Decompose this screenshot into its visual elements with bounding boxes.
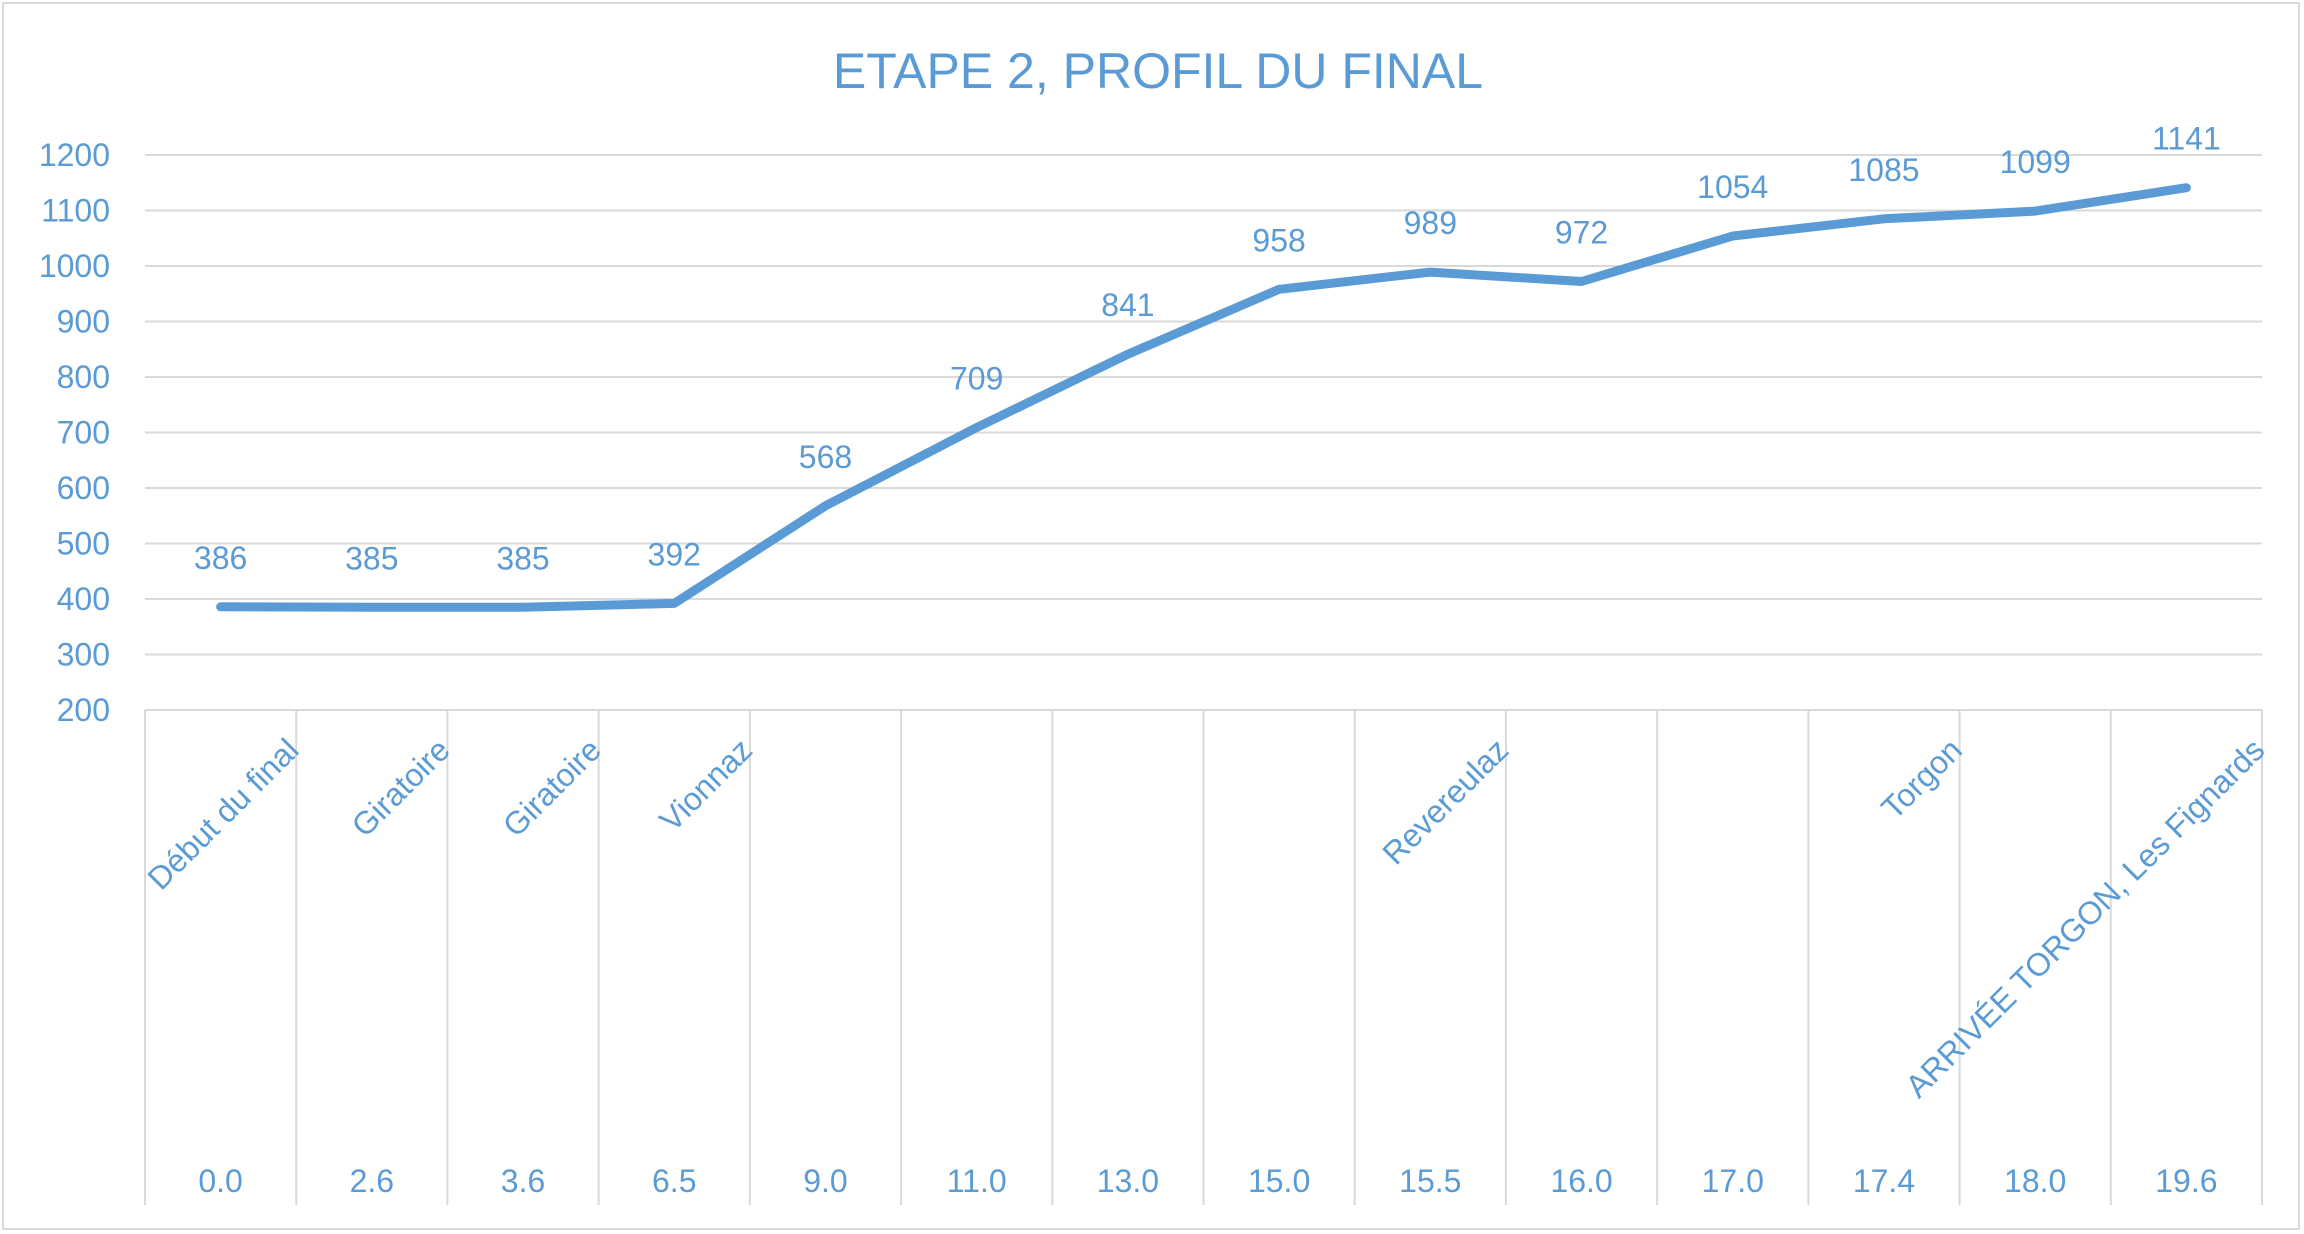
series-line	[216, 183, 2191, 612]
x-axis: Début du final 0.0 Giratoire 2.6 Giratoire 3.…	[140, 731, 2271, 1199]
category-place-label: Début du final	[140, 731, 305, 896]
data-label: 1099	[2000, 144, 2071, 180]
y-tick-label: 200	[57, 692, 110, 728]
grid-lines	[144, 154, 2263, 1205]
category-km-label: 9.0	[803, 1163, 847, 1199]
category-place-label: Giratoire	[496, 731, 608, 843]
y-axis: 200 300 400 500 600 700 800 900 1000 1100 1200	[39, 137, 110, 728]
category-km-label: 16.0	[1550, 1163, 1612, 1199]
data-labels: 386 385 385 392 568 709 841 958 989 972 1054 1085 10…	[194, 121, 2221, 577]
data-label: 385	[496, 540, 549, 576]
y-tick-label: 900	[57, 304, 110, 340]
category-place-label: ARRIVÉE TORGON, Les Fignards	[1898, 731, 2271, 1104]
category-km-label: 2.6	[350, 1163, 394, 1199]
data-label: 972	[1555, 215, 1608, 251]
y-tick-label: 1100	[41, 193, 110, 229]
category-km-label: 17.0	[1702, 1163, 1764, 1199]
y-tick-label: 1200	[39, 137, 110, 173]
data-label: 386	[194, 540, 247, 576]
data-label: 1141	[2152, 121, 2221, 157]
category-place-label: Torgon	[1874, 731, 1969, 826]
category-km-label: 13.0	[1097, 1163, 1159, 1199]
category-km-label: 19.6	[2155, 1163, 2217, 1199]
category-km-label: 15.0	[1248, 1163, 1310, 1199]
data-label: 1085	[1848, 152, 1919, 188]
y-tick-label: 300	[57, 637, 110, 673]
data-label: 392	[648, 536, 701, 572]
category-km-label: 6.5	[652, 1163, 696, 1199]
data-label: 841	[1101, 287, 1154, 323]
category-place-label: Giratoire	[345, 731, 457, 843]
y-tick-label: 800	[57, 359, 110, 395]
y-tick-label: 1000	[39, 248, 110, 284]
y-tick-label: 700	[57, 415, 110, 451]
y-tick-label: 600	[57, 470, 110, 506]
data-label: 568	[799, 439, 852, 475]
data-label: 958	[1252, 222, 1305, 258]
y-tick-label: 400	[57, 581, 110, 617]
category-km-label: 11.0	[947, 1163, 1007, 1199]
category-km-label: 17.4	[1853, 1163, 1915, 1199]
y-tick-label: 500	[57, 526, 110, 562]
data-label: 385	[345, 540, 398, 576]
category-km-label: 15.5	[1399, 1163, 1461, 1199]
category-km-label: 18.0	[2004, 1163, 2066, 1199]
category-place-label: Vionnaz	[652, 731, 759, 838]
category-place-label: Revereulaz	[1375, 731, 1515, 871]
data-label: 709	[950, 361, 1003, 397]
category-km-label: 0.0	[198, 1163, 242, 1199]
chart-title: ETAPE 2, PROFIL DU FINAL	[833, 43, 1483, 99]
series-layer	[216, 183, 2191, 612]
data-label: 1054	[1697, 169, 1768, 205]
data-label: 989	[1404, 205, 1457, 241]
category-km-label: 3.6	[501, 1163, 545, 1199]
